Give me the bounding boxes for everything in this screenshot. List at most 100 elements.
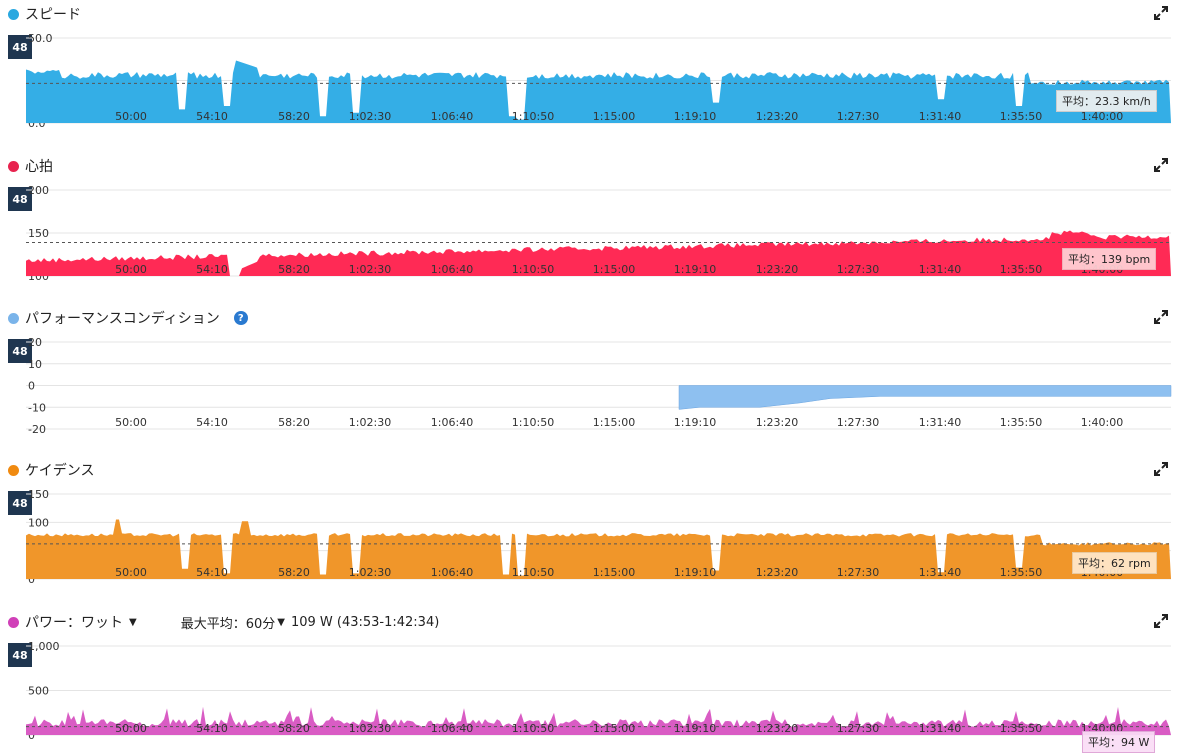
x-tick-label: 1:31:40 bbox=[919, 416, 961, 429]
y-tick-label: 150 bbox=[28, 227, 49, 240]
power-chart[interactable]: 1,000 500 0 50:00 54:10 58:20 1:02:30 1:06:40 1:… bbox=[0, 610, 1178, 753]
panel-title[interactable]: パワー：ワット bbox=[25, 615, 123, 631]
x-tick-label: 50:00 bbox=[115, 416, 147, 429]
x-tick-label: 1:06:40 bbox=[431, 722, 473, 735]
chevron-down-icon[interactable]: ▼ bbox=[129, 616, 137, 628]
x-tick-label: 1:15:00 bbox=[593, 416, 635, 429]
panel-header: スピード bbox=[8, 2, 81, 26]
x-tick-label: 1:23:20 bbox=[756, 416, 798, 429]
speed-panel: スピード 48 50.025.00.050:0054:1058:201:02:3… bbox=[0, 2, 1178, 152]
x-tick-label: 58:20 bbox=[278, 722, 310, 735]
expand-icon[interactable] bbox=[1154, 6, 1168, 20]
x-tick-label: 54:10 bbox=[196, 263, 228, 276]
y-tick-label: 1,000 bbox=[28, 640, 60, 653]
x-tick-label: 1:06:40 bbox=[431, 416, 473, 429]
x-tick-label: 1:19:10 bbox=[674, 416, 716, 429]
heartrate-panel: 心拍 48 200 150 100 50:00 54:10 58:20 1:02:30 1:0… bbox=[0, 154, 1178, 304]
x-tick-label: 1:02:30 bbox=[349, 110, 391, 123]
average-label: 平均：94 W bbox=[1082, 731, 1156, 753]
x-tick-label: 1:35:50 bbox=[1000, 263, 1042, 276]
data-area bbox=[26, 706, 1171, 735]
panel-title: ケイデンス bbox=[25, 463, 95, 479]
x-tick-label: 1:35:50 bbox=[1000, 110, 1042, 123]
x-tick-label: 50:00 bbox=[115, 263, 147, 276]
x-tick-label: 1:10:50 bbox=[512, 416, 554, 429]
lap-badge[interactable]: 48 bbox=[8, 35, 32, 59]
x-tick-label: 1:15:00 bbox=[593, 263, 635, 276]
lap-badge[interactable]: 48 bbox=[8, 643, 32, 667]
x-tick-label: 54:10 bbox=[196, 566, 228, 579]
performance-panel: パフォーマンスコンディション ? 48 20 10 0 -10 -20 50:00 54:1… bbox=[0, 306, 1178, 456]
x-tick-label: 1:19:10 bbox=[674, 263, 716, 276]
x-tick-label: 1:19:10 bbox=[674, 722, 716, 735]
x-tick-label: 1:06:40 bbox=[431, 110, 473, 123]
x-tick-label: 1:35:50 bbox=[1000, 416, 1042, 429]
x-tick-label: 1:02:30 bbox=[349, 722, 391, 735]
legend-dot bbox=[8, 464, 19, 476]
x-tick-label: 1:23:20 bbox=[756, 110, 798, 123]
lap-badge[interactable]: 48 bbox=[8, 339, 32, 363]
y-tick-label: 0 bbox=[28, 573, 35, 586]
x-tick-label: 50:00 bbox=[115, 110, 147, 123]
x-tick-label: 1:40:00 bbox=[1081, 416, 1123, 429]
x-tick-label: 1:19:10 bbox=[674, 566, 716, 579]
max-average: 最大平均：60分 ▼ 109 W (43:53-1:42:34) bbox=[181, 613, 440, 632]
average-label: 平均：139 bpm bbox=[1062, 248, 1157, 270]
y-tick-label: 100 bbox=[28, 516, 49, 529]
y-tick-label: 0 bbox=[28, 380, 35, 393]
expand-icon[interactable] bbox=[1154, 310, 1168, 324]
cadence-chart[interactable]: 15010050050:0054:1058:201:02:301:06:401:… bbox=[0, 458, 1178, 608]
y-tick-label: -10 bbox=[28, 401, 46, 414]
panel-header: パワー：ワット ▼ 最大平均：60分 ▼ 109 W (43:53-1:42:3… bbox=[8, 610, 439, 634]
help-icon[interactable]: ? bbox=[233, 311, 248, 325]
panel-title: 心拍 bbox=[25, 159, 53, 175]
data-area bbox=[26, 519, 1171, 579]
x-tick-label: 54:10 bbox=[196, 416, 228, 429]
x-tick-label: 1:31:40 bbox=[919, 110, 961, 123]
x-tick-label: 1:06:40 bbox=[431, 263, 473, 276]
x-tick-label: 1:15:00 bbox=[593, 566, 635, 579]
x-tick-label: 54:10 bbox=[196, 722, 228, 735]
data-area bbox=[26, 60, 1171, 123]
x-tick-label: 58:20 bbox=[278, 416, 310, 429]
x-tick-label: 54:10 bbox=[196, 110, 228, 123]
x-tick-label: 50:00 bbox=[115, 722, 147, 735]
legend-dot bbox=[8, 616, 19, 628]
expand-icon[interactable] bbox=[1154, 158, 1168, 172]
speed-chart[interactable]: 50.025.00.050:0054:1058:201:02:301:06:40… bbox=[0, 2, 1178, 152]
panel-title: パフォーマンスコンディション bbox=[25, 311, 220, 327]
panel-title: スピード bbox=[25, 7, 81, 23]
x-tick-label: 1:23:20 bbox=[756, 722, 798, 735]
legend-dot bbox=[8, 160, 19, 172]
x-tick-label: 1:31:40 bbox=[919, 566, 961, 579]
x-tick-label: 1:31:40 bbox=[919, 722, 961, 735]
x-tick-label: 1:02:30 bbox=[349, 263, 391, 276]
x-tick-label: 1:15:00 bbox=[593, 110, 635, 123]
x-tick-label: 1:10:50 bbox=[512, 263, 554, 276]
x-tick-label: 1:15:00 bbox=[593, 722, 635, 735]
data-area bbox=[26, 230, 1171, 276]
max-average-selector[interactable]: 最大平均：60分 bbox=[180, 616, 276, 632]
y-tick-label: 500 bbox=[28, 685, 49, 698]
panel-header: パフォーマンスコンディション ? bbox=[8, 306, 248, 330]
lap-badge[interactable]: 48 bbox=[8, 491, 32, 515]
y-tick-label: 200 bbox=[28, 184, 49, 197]
x-tick-label: 50:00 bbox=[115, 566, 147, 579]
x-tick-label: 1:40:00 bbox=[1081, 110, 1123, 123]
x-tick-label: 1:35:50 bbox=[1000, 722, 1042, 735]
performance-chart[interactable]: 20 10 0 -10 -20 50:00 54:10 58:20 1:02:30 1:06:40… bbox=[0, 306, 1178, 456]
y-tick-label: 10 bbox=[28, 358, 42, 371]
max-average-value: 109 W (43:53-1:42:34) bbox=[290, 614, 440, 630]
chevron-down-icon[interactable]: ▼ bbox=[277, 616, 285, 628]
x-tick-label: 58:20 bbox=[278, 110, 310, 123]
legend-dot bbox=[8, 8, 19, 20]
x-tick-label: 1:10:50 bbox=[512, 566, 554, 579]
y-tick-label: -20 bbox=[28, 423, 46, 436]
expand-icon[interactable] bbox=[1154, 614, 1168, 628]
x-tick-label: 1:06:40 bbox=[431, 566, 473, 579]
expand-icon[interactable] bbox=[1154, 462, 1168, 476]
lap-badge[interactable]: 48 bbox=[8, 187, 32, 211]
x-tick-label: 1:23:20 bbox=[756, 566, 798, 579]
x-tick-label: 1:31:40 bbox=[919, 263, 961, 276]
